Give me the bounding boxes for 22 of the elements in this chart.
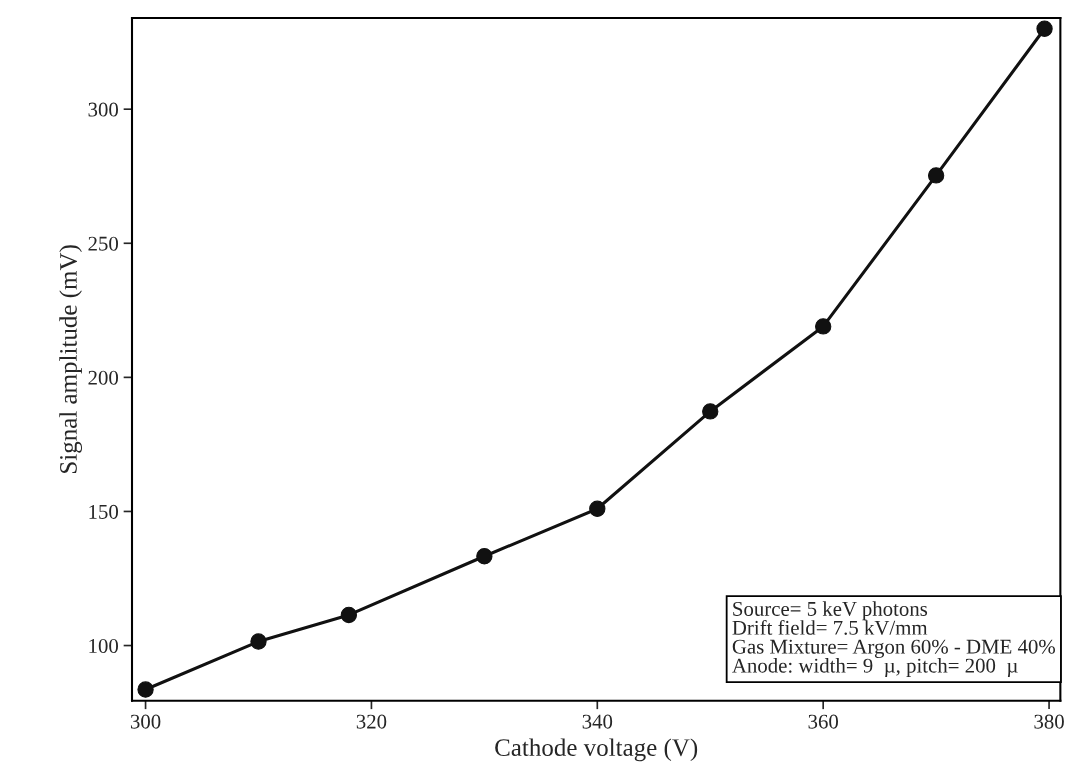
y-tick-label: 150 [89, 504, 119, 519]
x-tick-label: 340 [582, 714, 613, 729]
x-tick-label: 300 [130, 714, 161, 729]
point [250, 633, 267, 650]
point [476, 548, 493, 565]
point [927, 167, 945, 184]
point [340, 606, 357, 624]
annotation: Source= 5 keV photons Drift field= 7.5 kV/mm Gas Mixture= Argon 60% - DME 40% Anode: width= 9 µ, pitch= 200 µ [732, 601, 1056, 677]
x-tick-label: 380 [1034, 714, 1064, 729]
y-tick-label: 100 [89, 638, 119, 653]
point [702, 403, 719, 420]
point [137, 681, 154, 698]
y-tick-label: 250 [88, 236, 119, 251]
point [1036, 20, 1053, 37]
y-tick-label: 300 [88, 102, 119, 117]
y-axis-title: Signal amplitude (mV) [59, 245, 82, 473]
x-tick-label: 320 [356, 714, 387, 729]
x-axis-title: Cathode voltage (V) [495, 738, 698, 762]
point [815, 318, 832, 335]
y-tick-label: 200 [88, 370, 119, 385]
point [589, 500, 606, 517]
x-tick-label: 360 [808, 714, 839, 729]
